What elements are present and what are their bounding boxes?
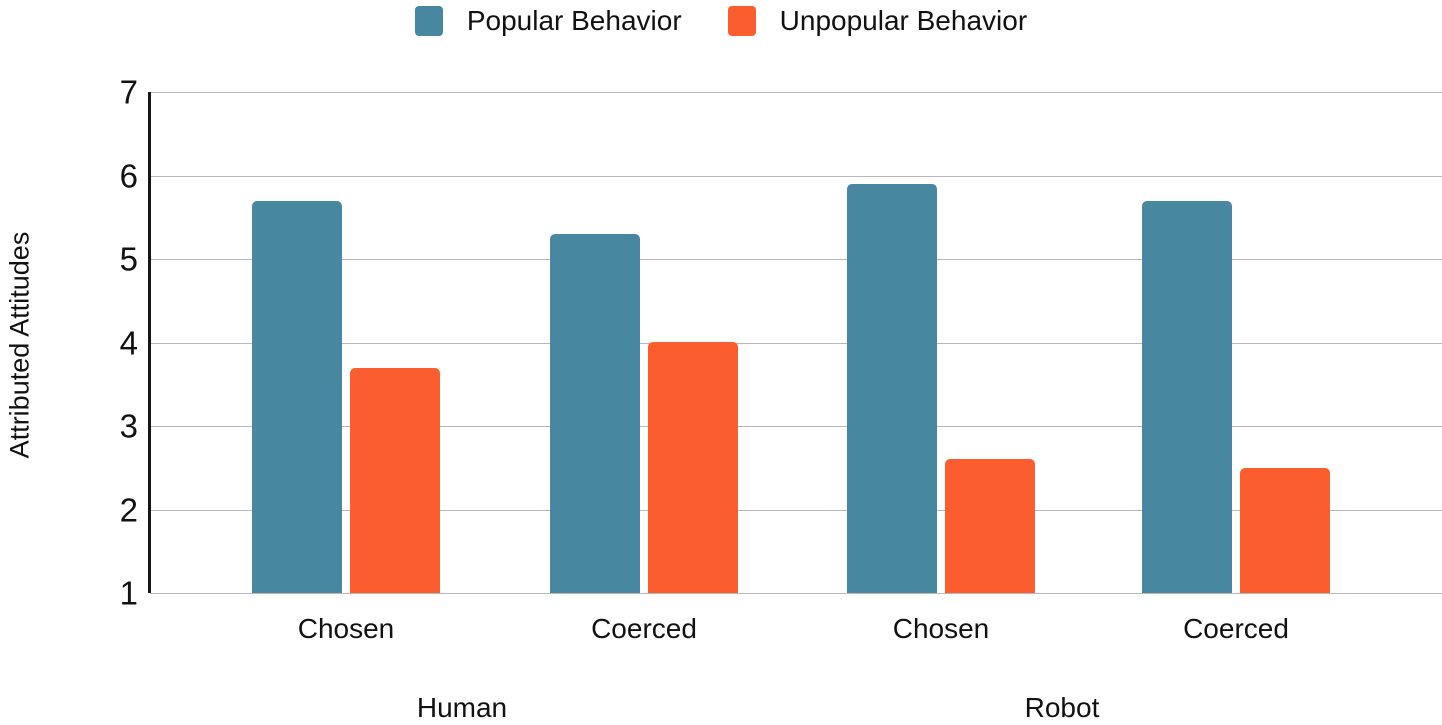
bar-popular-behavior-robot-coerced [1142,201,1232,593]
x-category-label-human-chosen: Chosen [297,613,395,644]
legend-label-popular-behavior: Popular Behavior [466,5,682,36]
legend-item-unpopular-behavior: Unpopular Behavior [727,5,1028,37]
y-tick-label-3: 3 [119,407,138,445]
x-category-label-robot-chosen: Chosen [892,613,990,644]
legend-item-popular-behavior: Popular Behavior [414,5,682,37]
y-tick-label-4: 4 [119,324,138,362]
y-tick-label-5: 5 [119,240,138,278]
bar-unpopular-behavior-human-coerced [648,342,738,593]
gridline-1 [150,593,1442,594]
y-axis-line [148,92,151,593]
gridline-4 [150,343,1442,344]
x-category-label-human-coerced: Coerced [591,613,697,644]
y-tick-label-6: 6 [119,157,138,195]
gridline-5 [150,259,1442,260]
x-group-label-robot: Robot [1024,692,1100,723]
legend-label-unpopular-behavior: Unpopular Behavior [779,5,1028,36]
gridline-7 [150,92,1442,93]
bar-popular-behavior-robot-chosen [847,184,937,593]
bar-popular-behavior-human-coerced [550,234,640,593]
legend-swatch-popular-behavior-icon [414,6,443,36]
bar-unpopular-behavior-human-chosen [350,368,440,593]
x-category-label-robot-coerced: Coerced [1183,613,1289,644]
y-tick-label-1: 1 [119,574,138,612]
x-group-label-human: Human [416,692,508,723]
legend-swatch-unpopular-behavior-icon [727,6,756,36]
gridline-6 [150,176,1442,177]
bar-popular-behavior-human-chosen [252,201,342,593]
y-axis-title: Attributed Attitudes [4,231,35,459]
y-tick-label-7: 7 [119,73,138,111]
chart-legend: Popular Behavior Unpopular Behavior [0,5,1442,37]
gridline-3 [150,426,1442,427]
bar-unpopular-behavior-robot-chosen [945,459,1035,593]
bar-unpopular-behavior-robot-coerced [1240,468,1330,593]
gridline-2 [150,510,1442,511]
y-tick-label-2: 2 [119,491,138,529]
